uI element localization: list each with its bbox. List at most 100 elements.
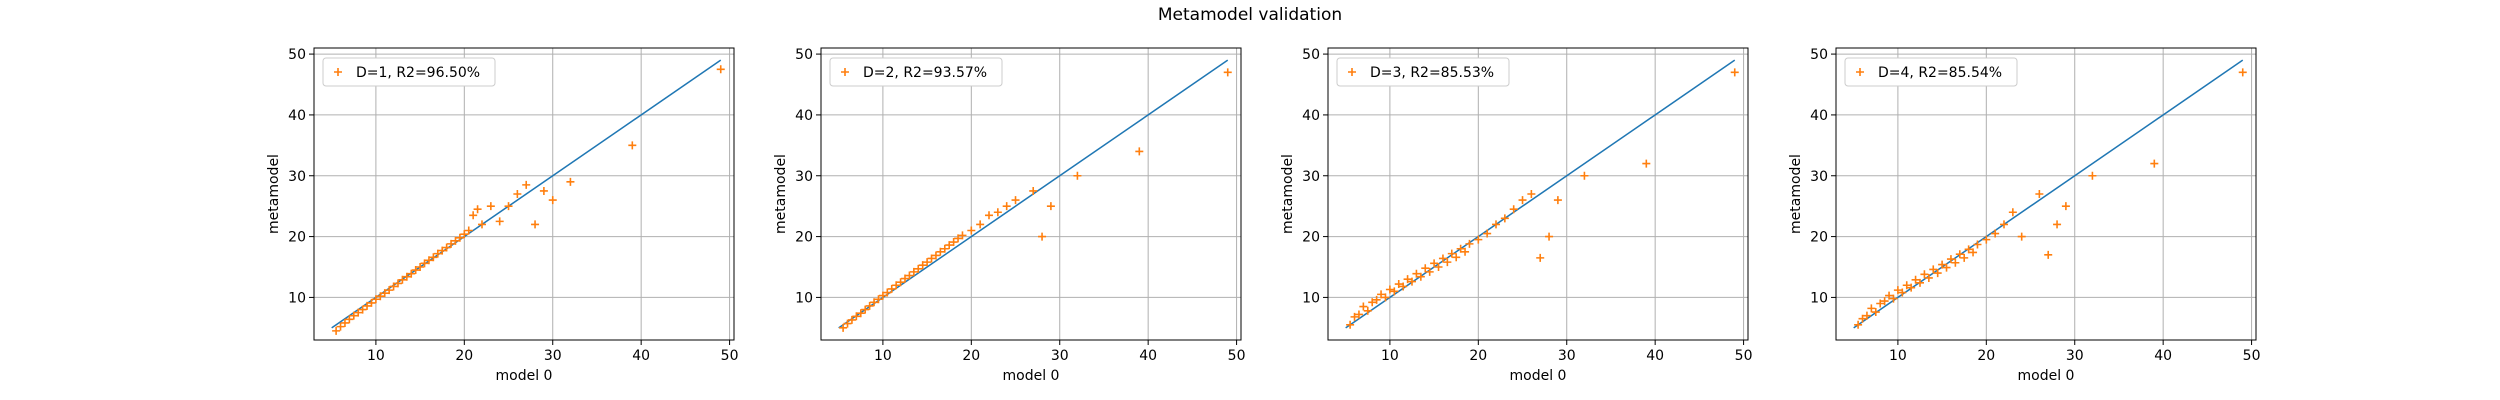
- data-point: [993, 208, 1002, 217]
- subplot-1: 10 20 30 40 50 10 20 30 40 50 model 0 metamodel D=1,…: [266, 47, 738, 384]
- axes-frame: [820, 47, 1242, 341]
- data-point: [1447, 249, 1456, 258]
- data-point: [1412, 269, 1421, 278]
- data-point: [1580, 171, 1589, 180]
- data-point: [1553, 196, 1562, 205]
- data-point: [1527, 190, 1536, 198]
- data-point: [424, 256, 433, 265]
- x-tick-label: 10: [367, 348, 385, 364]
- data-point: [1385, 285, 1394, 294]
- y-tick-label: 30: [1302, 169, 1320, 185]
- x-tick-label: 50: [2243, 348, 2261, 364]
- x-tick-label: 40: [2154, 348, 2172, 364]
- data-point: [1403, 275, 1412, 284]
- x-axis-label: model 0: [1003, 368, 1060, 384]
- data-point: [1465, 239, 1474, 248]
- data-point: [455, 233, 464, 242]
- data-point: [870, 298, 879, 307]
- data-point: [1938, 260, 1947, 269]
- x-axis-label: model 0: [2018, 368, 2075, 384]
- data-point: [847, 315, 856, 324]
- y-tick-label: 50: [1302, 47, 1320, 63]
- data-point: [1368, 298, 1377, 307]
- data-point: [1381, 293, 1390, 302]
- data-point: [438, 246, 447, 255]
- data-point: [513, 190, 522, 198]
- data-point: [918, 261, 927, 270]
- x-axis-label: model 0: [1510, 368, 1567, 384]
- y-tick-label: 50: [795, 47, 813, 63]
- data-point: [1434, 263, 1443, 271]
- data-point: [1889, 294, 1898, 303]
- data-point: [1854, 320, 1863, 329]
- data-point: [865, 301, 874, 310]
- data-point: [1425, 267, 1434, 276]
- data-point: [2238, 68, 2247, 77]
- data-point: [874, 295, 883, 304]
- data-point: [336, 322, 345, 331]
- data-point: [1372, 295, 1381, 304]
- y-tick-label: 50: [288, 47, 306, 63]
- data-point: [2150, 159, 2159, 168]
- legend: D=3, R2=85.53%: [1336, 57, 1510, 87]
- data-point: [358, 305, 367, 314]
- axes-frame: [1327, 47, 1749, 341]
- y-tick-label: 50: [1810, 47, 1828, 63]
- data-point: [2053, 220, 2062, 229]
- legend-label: D=3, R2=85.53%: [1370, 65, 1494, 81]
- data-point: [1518, 196, 1527, 205]
- data-point: [495, 217, 504, 226]
- legend-box: [322, 57, 496, 87]
- data-point: [1452, 253, 1461, 262]
- data-point: [843, 319, 852, 328]
- legend-box: [829, 57, 1003, 87]
- data-point: [1483, 229, 1492, 238]
- data-point: [371, 295, 380, 304]
- data-point: [460, 230, 469, 239]
- data-point: [473, 205, 482, 214]
- legend-marker: [841, 68, 849, 76]
- data-point: [1911, 275, 1920, 284]
- data-point: [1545, 232, 1554, 241]
- subplot-3: 10 20 30 40 50 10 20 30 40 50 model 0 metamodel D=3,…: [1280, 47, 1752, 384]
- data-point: [1867, 304, 1876, 313]
- y-tick-label: 40: [1302, 108, 1320, 124]
- data-point: [433, 249, 442, 258]
- data-point: [402, 272, 411, 281]
- data-point: [2035, 190, 2044, 198]
- data-point: [936, 247, 945, 256]
- data-point: [896, 278, 905, 287]
- x-tick-label: 30: [2066, 348, 2084, 364]
- data-point: [1969, 248, 1978, 257]
- data-point: [1377, 290, 1386, 299]
- data-point: [1359, 302, 1368, 311]
- legend: D=4, R2=85.54%: [1844, 57, 2018, 87]
- y-tick-label: 30: [795, 169, 813, 185]
- reference-line: [331, 59, 722, 329]
- y-tick-label: 40: [288, 108, 306, 124]
- data-point: [856, 309, 865, 318]
- y-tick-label: 30: [1810, 169, 1828, 185]
- data-point: [878, 291, 887, 300]
- data-point: [1354, 310, 1363, 319]
- data-point: [340, 318, 349, 327]
- data-point: [628, 141, 637, 150]
- data-point: [504, 202, 513, 211]
- data-point: [1942, 263, 1951, 272]
- data-point: [531, 220, 540, 229]
- data-point: [1960, 253, 1969, 262]
- y-tick-label: 10: [1302, 290, 1320, 306]
- legend: D=2, R2=93.57%: [829, 57, 1003, 87]
- figure-title: Metamodel validation: [1158, 5, 1342, 25]
- data-point: [1862, 311, 1871, 320]
- data-point: [416, 263, 425, 271]
- data-point: [931, 251, 940, 260]
- axes-frame: [313, 47, 735, 341]
- data-point: [958, 231, 967, 240]
- data-point: [1730, 68, 1739, 77]
- data-point: [429, 253, 438, 262]
- x-tick-label: 10: [1889, 348, 1907, 364]
- data-point: [1907, 283, 1916, 292]
- data-point: [1474, 235, 1483, 244]
